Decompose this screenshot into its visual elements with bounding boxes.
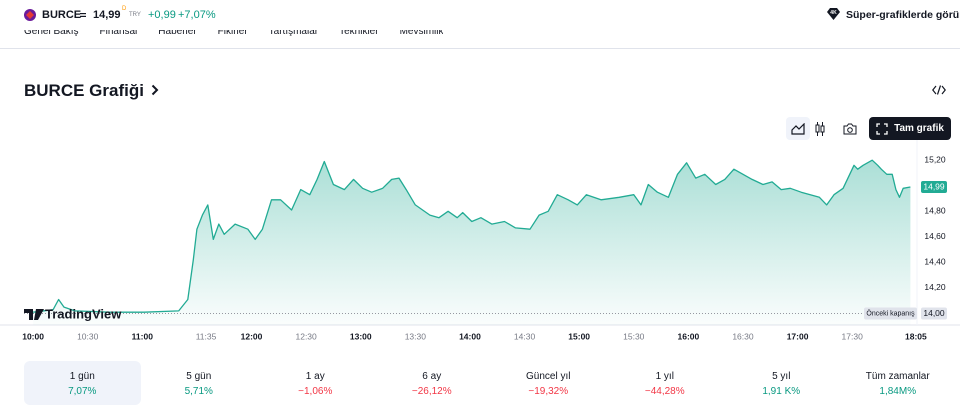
x-tick-label: 16:30: [732, 331, 754, 341]
period-item[interactable]: 1 yıl −44,28%: [607, 361, 724, 405]
period-item[interactable]: 5 gün 5,71%: [141, 361, 258, 405]
change-percent: +7,07%: [178, 9, 216, 21]
price-flag: D: [122, 6, 127, 12]
period-item[interactable]: Güncel yıl −19,32%: [490, 361, 607, 405]
candle-icon: [815, 121, 825, 136]
x-tick-label: 13:30: [405, 331, 427, 341]
chevron-icon: [151, 84, 159, 96]
period-change[interactable]: −1,06%: [298, 386, 333, 397]
x-tick-label: 11:35: [196, 331, 217, 341]
last-price-label: 14,99: [923, 181, 945, 191]
period-change[interactable]: −44,28%: [644, 386, 685, 397]
camera-icon: [843, 123, 857, 134]
period-label[interactable]: Güncel yıl: [526, 371, 571, 382]
previous-close-value-tag: [921, 307, 947, 320]
change: +0,99: [148, 9, 176, 21]
period-label[interactable]: Tüm zamanlar: [865, 371, 930, 382]
watermark: TradingView: [45, 306, 122, 321]
currency: TRY: [129, 12, 141, 18]
period-change[interactable]: 5,71%: [184, 386, 213, 397]
x-tick-label: 11:00: [132, 331, 154, 341]
period-label[interactable]: 6 ay: [422, 371, 442, 382]
full-chart-label[interactable]: Tam grafik: [894, 123, 944, 134]
symbol-logo: [24, 9, 36, 21]
y-tick-label: 14,60: [924, 231, 946, 241]
period-label[interactable]: 1 yıl: [655, 371, 674, 382]
x-tick-label: 15:30: [623, 331, 645, 341]
fullscreen-icon: [876, 122, 888, 135]
period-label[interactable]: 1 gün: [69, 371, 95, 382]
super-charts-icon: 4K: [827, 8, 840, 20]
snapshot-button[interactable]: [838, 117, 862, 140]
period-label[interactable]: 5 yıl: [772, 371, 791, 382]
x-tick-label: 10:00: [22, 331, 44, 341]
separator: [80, 13, 86, 17]
period-item[interactable]: 6 ay −26,12%: [374, 361, 491, 405]
period-change[interactable]: −19,32%: [528, 386, 569, 397]
price-chart: 15,20 14,80 14,60 14,40 14,20 10:00 10:30 11:00…: [0, 140, 960, 341]
period-label[interactable]: 5 gün: [186, 371, 212, 382]
candle-style-button[interactable]: [809, 117, 831, 140]
tab[interactable]: Finansal: [99, 30, 138, 37]
price: 14,99: [93, 9, 121, 21]
x-tick-label: 13:00: [350, 331, 372, 341]
period-item[interactable]: 1 ay −1,06%: [257, 361, 374, 405]
previous-close-label: Önceki kapanış: [866, 309, 915, 317]
symbol: BURCE: [42, 9, 82, 21]
last-price-tag: [921, 181, 947, 194]
full-chart-button[interactable]: Tam grafik: [869, 117, 951, 140]
tab[interactable]: Tartışmalar: [268, 30, 319, 37]
x-tick-label: 15:00: [568, 331, 590, 341]
period-item[interactable]: 1 gün 7,07%: [24, 361, 141, 405]
embed-icon[interactable]: [932, 85, 946, 95]
area-style-button[interactable]: [786, 117, 810, 140]
y-tick-label: 14,80: [924, 206, 946, 216]
period-change[interactable]: 7,07%: [68, 386, 97, 397]
x-tick-label: 14:00: [459, 331, 481, 341]
x-tick-label: 12:00: [241, 331, 263, 341]
y-tick-label: 14,40: [924, 257, 946, 267]
section-title[interactable]: BURCE Grafiği: [24, 81, 144, 100]
x-tick-label: 17:30: [842, 331, 864, 341]
period-item[interactable]: 5 yıl 1,91 K%: [723, 361, 840, 405]
tabs-border: [0, 48, 960, 49]
area-fill: [33, 160, 911, 325]
period-change[interactable]: 1,84M%: [879, 386, 917, 397]
x-tick-label: 18:05: [905, 331, 927, 341]
period-item[interactable]: Tüm zamanlar 1,84M%: [840, 361, 957, 405]
watermark-logo: [24, 309, 44, 320]
x-tick-label: 17:00: [787, 331, 809, 341]
y-tick-label: 15,20: [924, 154, 946, 164]
previous-close-value: 14,00: [923, 308, 945, 318]
previous-close-tag: [864, 307, 917, 320]
x-tick-label: 12:30: [295, 331, 317, 341]
price-line: [33, 159, 911, 313]
super-charts-link[interactable]: Süper-grafiklerde görün: [846, 9, 960, 21]
y-tick-label: 14,20: [924, 282, 946, 292]
tab[interactable]: Haberler: [158, 30, 197, 37]
tab[interactable]: Teknikler: [339, 30, 379, 37]
x-tick-label: 16:00: [677, 331, 699, 341]
tab[interactable]: Mevsimlik: [399, 30, 444, 37]
x-tick-label: 10:30: [77, 331, 99, 341]
period-change[interactable]: −26,12%: [411, 386, 452, 397]
symbol-header: BURCE 14,99 D TRY +0,99 +7,07% 4K Süper-…: [0, 0, 960, 30]
x-tick-label: 14:30: [514, 331, 536, 341]
area-icon: [791, 122, 805, 135]
tab[interactable]: Fikirler: [217, 30, 248, 37]
tabs: Genel Bakış Finansal Haberler Fikirler Tartı…: [24, 30, 443, 48]
period-performance: 1 gün 7,07% 5 gün 5,71% 1 ay −1,06% 6 ay −26,12…: [24, 361, 956, 405]
period-change[interactable]: 1,91 K%: [762, 386, 801, 397]
section-title-row[interactable]: BURCE Grafiği: [24, 81, 159, 101]
tab[interactable]: Genel Bakış: [24, 30, 79, 37]
period-label[interactable]: 1 ay: [305, 371, 325, 382]
svg-text:4K: 4K: [830, 10, 837, 16]
